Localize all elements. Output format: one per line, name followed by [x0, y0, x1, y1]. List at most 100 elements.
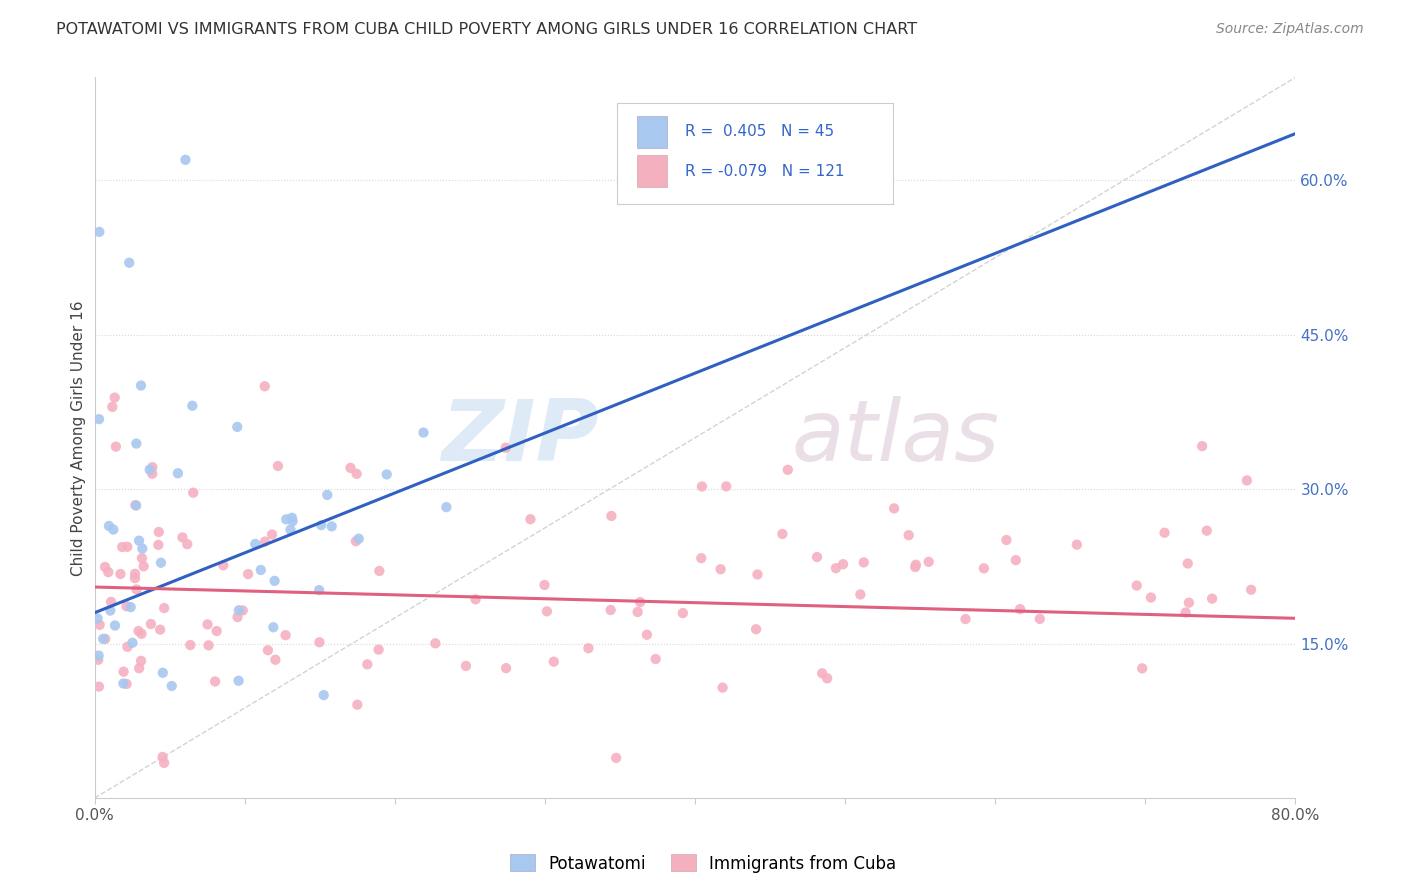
Point	[124, 498, 146, 512]
Point	[197, 638, 219, 652]
Point	[1125, 578, 1147, 592]
Point	[226, 420, 249, 434]
Point	[745, 622, 768, 636]
Point	[120, 600, 142, 615]
Point	[94, 560, 117, 574]
Point	[98, 603, 121, 617]
Point	[599, 603, 621, 617]
Point	[228, 603, 250, 617]
Point	[600, 508, 623, 523]
Point	[519, 512, 541, 526]
Point	[97, 565, 120, 579]
Point	[149, 623, 172, 637]
Point	[262, 527, 284, 541]
Point	[236, 567, 259, 582]
Point	[148, 538, 170, 552]
Point	[636, 628, 658, 642]
Point	[434, 500, 457, 515]
Point	[153, 756, 176, 770]
Point	[533, 578, 555, 592]
Point	[124, 571, 146, 585]
Point	[672, 606, 695, 620]
Point	[131, 551, 153, 566]
Point	[138, 462, 160, 476]
Point	[89, 618, 111, 632]
Point	[711, 681, 734, 695]
Point	[344, 534, 367, 549]
Point	[1066, 538, 1088, 552]
Point	[91, 632, 114, 646]
Y-axis label: Child Poverty Among Girls Under 16: Child Poverty Among Girls Under 16	[72, 300, 86, 575]
Point	[1177, 557, 1199, 571]
Point	[131, 541, 153, 556]
Point	[111, 540, 134, 554]
Point	[955, 612, 977, 626]
Point	[628, 595, 651, 609]
Point	[897, 528, 920, 542]
Point	[454, 659, 477, 673]
Point	[1130, 661, 1153, 675]
Point	[832, 558, 855, 572]
Point	[412, 425, 434, 440]
Point	[806, 550, 828, 565]
Point	[716, 479, 738, 493]
Point	[172, 531, 194, 545]
Point	[263, 574, 285, 588]
Point	[281, 510, 304, 524]
Bar	[637, 116, 668, 148]
Point	[776, 463, 799, 477]
Point	[127, 624, 149, 638]
Point	[204, 674, 226, 689]
Text: atlas: atlas	[792, 396, 1000, 479]
Point	[368, 564, 391, 578]
Point	[205, 624, 228, 638]
Text: Source: ZipAtlas.com: Source: ZipAtlas.com	[1216, 22, 1364, 37]
Point	[132, 559, 155, 574]
Point	[253, 379, 276, 393]
Point	[1140, 591, 1163, 605]
Point	[690, 479, 713, 493]
Point	[141, 467, 163, 481]
Point	[129, 654, 152, 668]
Point	[152, 665, 174, 680]
Point	[87, 412, 110, 426]
Text: ZIP: ZIP	[441, 396, 599, 479]
Point	[257, 643, 280, 657]
Point	[128, 533, 150, 548]
Point	[1236, 474, 1258, 488]
Point	[232, 603, 254, 617]
Point	[852, 555, 875, 569]
Point	[1191, 439, 1213, 453]
Point	[131, 627, 153, 641]
Point	[1195, 524, 1218, 538]
Point	[226, 610, 249, 624]
Point	[181, 485, 204, 500]
Point	[181, 399, 204, 413]
Point	[904, 560, 927, 574]
Point	[86, 611, 108, 625]
Point	[578, 641, 600, 656]
Text: R =  0.405   N = 45: R = 0.405 N = 45	[685, 124, 835, 139]
Point	[124, 566, 146, 581]
Point	[152, 750, 174, 764]
Point	[118, 256, 141, 270]
Point	[139, 617, 162, 632]
Point	[125, 436, 148, 450]
Point	[710, 562, 733, 576]
Point	[747, 567, 769, 582]
Point	[100, 595, 122, 609]
Point	[536, 604, 558, 618]
Point	[125, 499, 148, 513]
FancyBboxPatch shape	[617, 103, 893, 203]
Point	[321, 519, 343, 533]
Point	[973, 561, 995, 575]
Point	[346, 698, 368, 712]
Point	[112, 676, 135, 690]
Point	[101, 400, 124, 414]
Point	[129, 378, 152, 392]
Point	[464, 592, 486, 607]
Point	[309, 518, 332, 533]
Point	[347, 532, 370, 546]
Point	[904, 558, 927, 572]
Point	[367, 642, 389, 657]
